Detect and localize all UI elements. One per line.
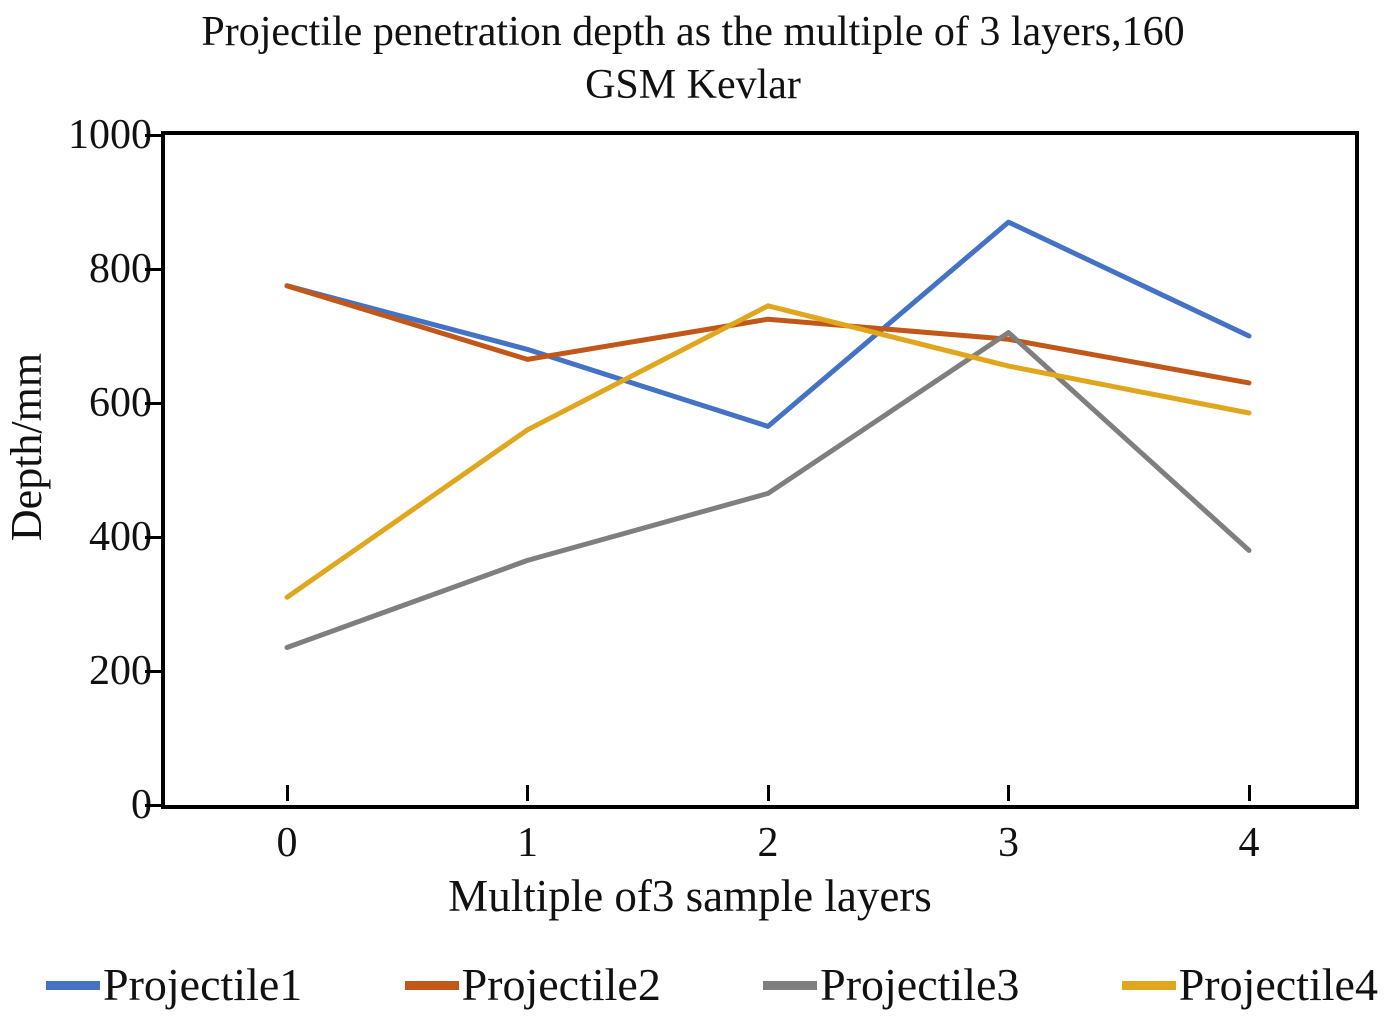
legend-label-projectile3: Projectile3 bbox=[820, 959, 1020, 1010]
legend-label-projectile1: Projectile1 bbox=[103, 959, 303, 1010]
series-lines-svg bbox=[284, 219, 1252, 650]
y-tick-mark-1000 bbox=[145, 133, 161, 137]
x-tick-mark-0 bbox=[285, 785, 289, 801]
legend-swatch-projectile3 bbox=[763, 980, 818, 990]
x-axis-label: Multiple of3 sample layers bbox=[448, 871, 932, 921]
series-line-projectile2 bbox=[284, 283, 1252, 386]
x-tick-label-4: 4 bbox=[1238, 820, 1260, 866]
y-tick-label-800: 800 bbox=[89, 246, 152, 292]
y-tick-label-200: 200 bbox=[89, 648, 152, 694]
x-tick-label-1: 1 bbox=[517, 820, 538, 866]
legend-item-projectile4: Projectile4 bbox=[1121, 957, 1378, 1013]
legend-item-projectile2: Projectile2 bbox=[404, 957, 661, 1013]
y-tick-label-0: 0 bbox=[131, 782, 152, 828]
x-tick-mark-1 bbox=[526, 785, 529, 801]
chart-title-line2: GSM Kevlar bbox=[585, 62, 801, 108]
legend-swatch-projectile2 bbox=[404, 980, 459, 990]
y-tick-mark-800 bbox=[145, 267, 161, 271]
x-tick-mark-4 bbox=[1247, 785, 1251, 801]
y-tick-mark-0 bbox=[145, 803, 161, 807]
legend-swatch-projectile1 bbox=[46, 980, 100, 990]
series-line-projectile4 bbox=[284, 303, 1252, 600]
legend-item-projectile1: Projectile1 bbox=[46, 957, 302, 1013]
x-tick-label-2: 2 bbox=[757, 820, 779, 866]
y-tick-mark-600 bbox=[145, 401, 161, 405]
y-tick-mark-400 bbox=[145, 535, 161, 539]
legend-swatch-projectile4 bbox=[1121, 980, 1176, 990]
plot-area bbox=[161, 131, 1359, 809]
x-tick-mark-3 bbox=[1007, 785, 1010, 801]
series-line-projectile3 bbox=[284, 330, 1252, 650]
chart-title: Projectile penetration depth as the mult… bbox=[0, 6, 1386, 112]
x-tick-label-0: 0 bbox=[276, 820, 298, 866]
legend-label-projectile4: Projectile4 bbox=[1178, 959, 1378, 1010]
x-tick-mark-2 bbox=[766, 785, 770, 801]
legend-label-projectile2: Projectile2 bbox=[461, 959, 661, 1010]
y-tick-mark-200 bbox=[145, 669, 161, 673]
legend-item-projectile3: Projectile3 bbox=[763, 957, 1019, 1013]
series-line-projectile1 bbox=[284, 219, 1252, 429]
legend: Projectile1 Projectile2 Projectile3 Project… bbox=[0, 956, 1386, 1014]
y-tick-label-1000: 1000 bbox=[68, 112, 152, 158]
chart-title-line1: Projectile penetration depth as the mult… bbox=[201, 9, 1185, 55]
y-tick-label-600: 600 bbox=[89, 380, 152, 426]
x-tick-label-3: 3 bbox=[998, 820, 1019, 866]
y-tick-label-400: 400 bbox=[89, 514, 152, 560]
